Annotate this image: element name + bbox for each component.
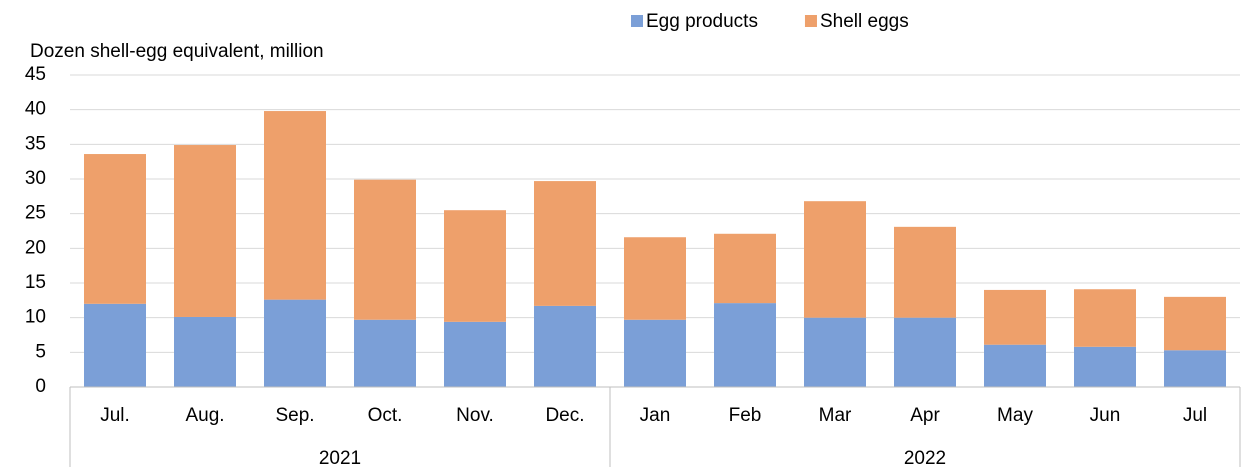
y-tick-label: 45 bbox=[25, 64, 46, 85]
x-tick-label: Oct. bbox=[368, 405, 403, 426]
legend-label: Shell eggs bbox=[820, 11, 909, 32]
x-tick-label: Feb bbox=[729, 405, 762, 426]
group-label: 2021 bbox=[319, 448, 361, 467]
x-tick-label: Apr bbox=[910, 405, 940, 426]
group-label: 2022 bbox=[904, 448, 946, 467]
x-tick-label: Jun bbox=[1090, 405, 1121, 426]
y-axis-label: Dozen shell-egg equivalent, million bbox=[30, 41, 324, 62]
x-tick-label: May bbox=[997, 405, 1033, 426]
x-tick-label: Jul bbox=[1183, 405, 1207, 426]
bar-segment bbox=[354, 179, 416, 320]
bar-segment bbox=[1164, 296, 1226, 351]
x-tick-label: Sep. bbox=[275, 405, 314, 426]
bar-segment bbox=[1164, 350, 1226, 387]
y-tick-label: 25 bbox=[25, 203, 46, 224]
bar-segment bbox=[354, 319, 416, 387]
legend-label: Egg products bbox=[646, 11, 758, 32]
bar-segment bbox=[174, 316, 236, 387]
bar-segment bbox=[894, 226, 956, 318]
bar-segment bbox=[534, 181, 596, 306]
legend-swatch bbox=[631, 15, 643, 27]
bar-segment bbox=[1074, 289, 1136, 347]
bar-segment bbox=[444, 321, 506, 387]
bar-segment bbox=[264, 299, 326, 387]
bar-segment bbox=[804, 317, 866, 387]
y-tick-label: 15 bbox=[25, 272, 46, 293]
bar-segment bbox=[624, 319, 686, 387]
y-tick-label: 30 bbox=[25, 168, 46, 189]
bar-segment bbox=[264, 111, 326, 300]
x-tick-label: Aug. bbox=[185, 405, 224, 426]
bar-segment bbox=[1074, 346, 1136, 387]
bar-segment bbox=[624, 237, 686, 320]
y-tick-label: 40 bbox=[25, 99, 46, 120]
bar-segment bbox=[984, 289, 1046, 345]
x-tick-label: Jul. bbox=[100, 405, 130, 426]
bar-segment bbox=[984, 344, 1046, 387]
x-tick-label: Mar bbox=[819, 405, 852, 426]
bar-segment bbox=[804, 201, 866, 318]
bar-segment bbox=[174, 145, 236, 317]
bar-segment bbox=[714, 303, 776, 387]
y-tick-label: 0 bbox=[35, 376, 46, 397]
bar-segment bbox=[84, 154, 146, 304]
bar-segment bbox=[534, 305, 596, 387]
bar-segment bbox=[894, 317, 956, 387]
y-tick-label: 10 bbox=[25, 307, 46, 328]
bar-segment bbox=[444, 210, 506, 322]
bar-segment bbox=[714, 233, 776, 304]
y-tick-label: 20 bbox=[25, 237, 46, 258]
x-tick-label: Nov. bbox=[456, 405, 494, 426]
bar-segment bbox=[84, 303, 146, 387]
y-tick-label: 35 bbox=[25, 133, 46, 154]
y-tick-label: 5 bbox=[35, 341, 46, 362]
x-tick-label: Jan bbox=[640, 405, 671, 426]
x-tick-label: Dec. bbox=[545, 405, 584, 426]
legend-swatch bbox=[804, 15, 817, 27]
